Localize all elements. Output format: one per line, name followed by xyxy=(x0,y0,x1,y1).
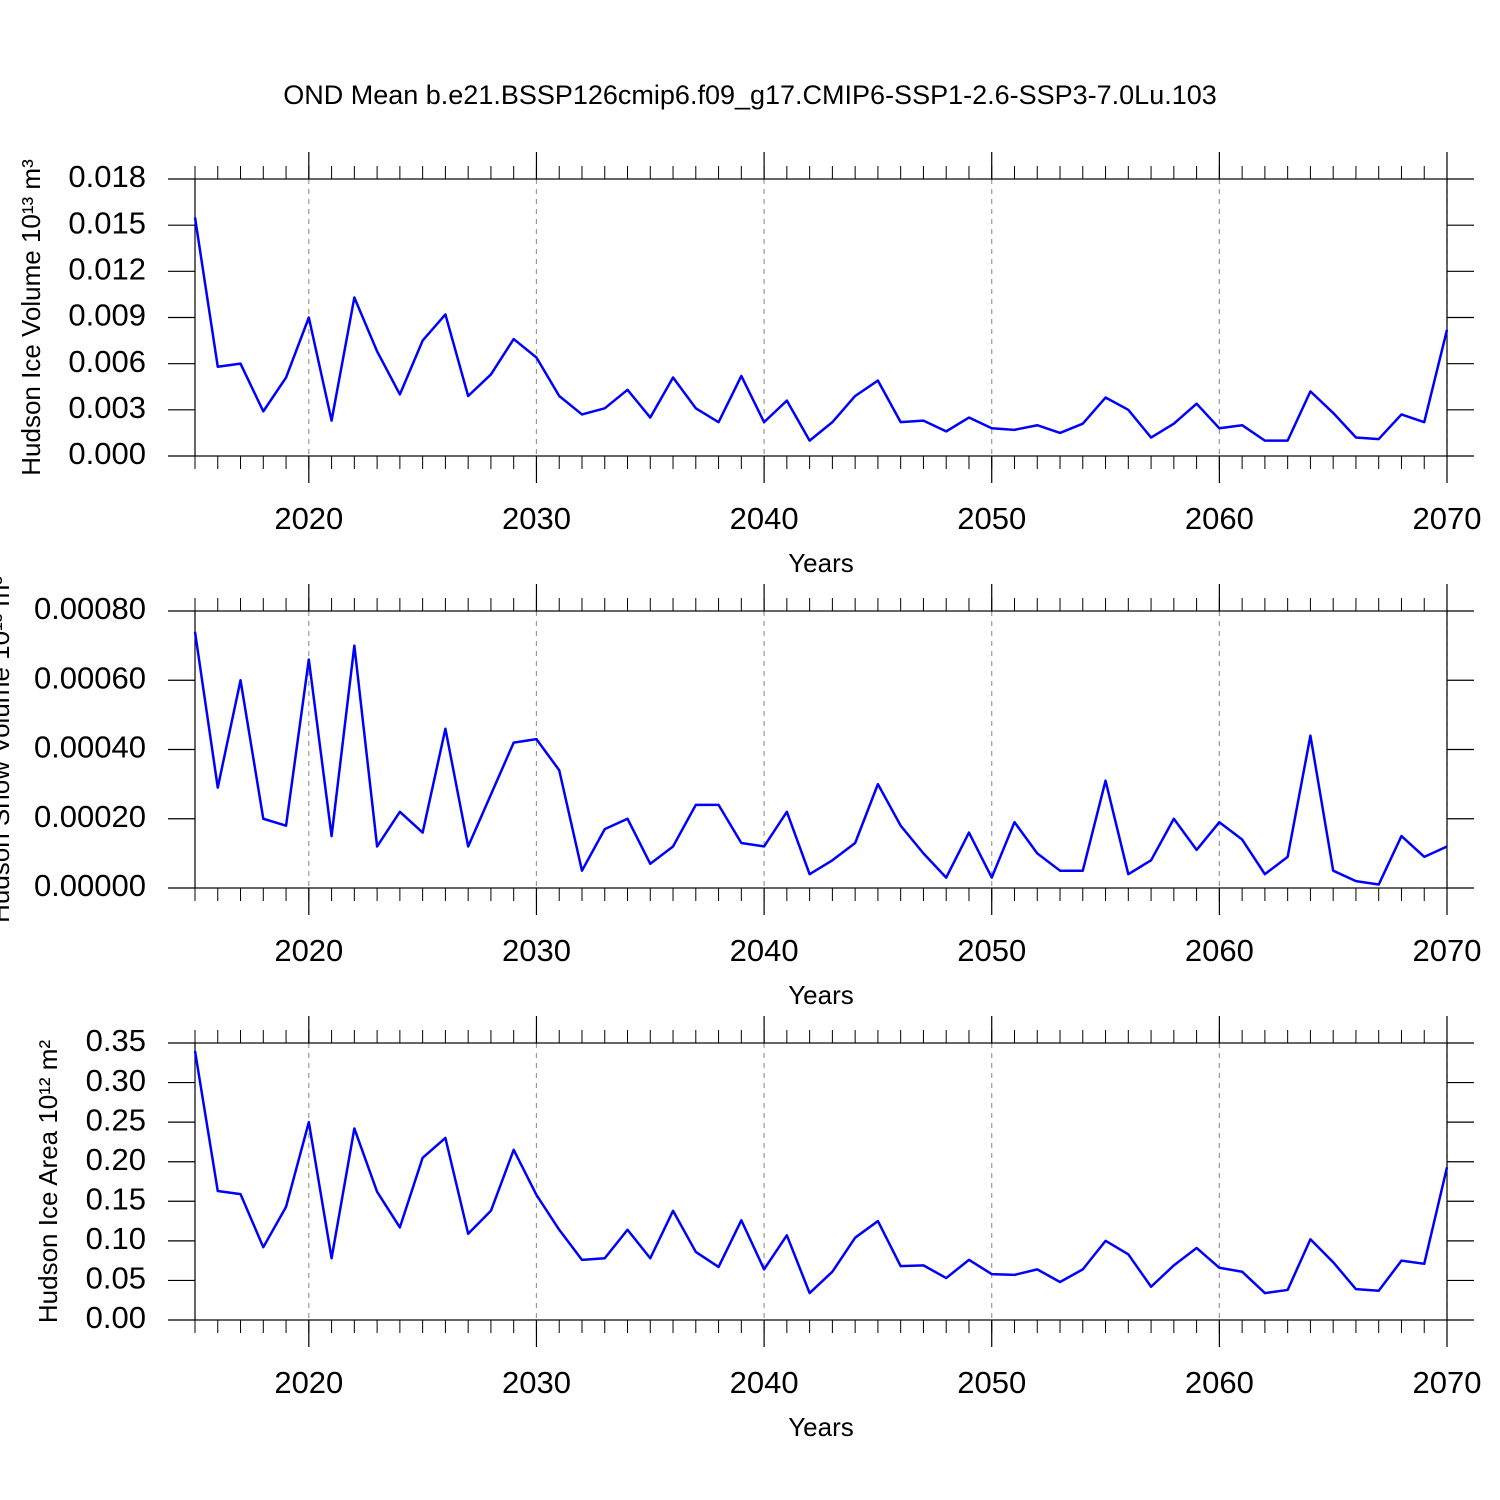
y-axis-label: Hudson Ice Volume 10¹³ m³ xyxy=(16,159,46,476)
x-tick-label: 2020 xyxy=(274,501,343,536)
y-tick-label: 0.006 xyxy=(68,344,146,379)
y-tick-label: 0.15 xyxy=(86,1181,146,1216)
x-tick-label: 2040 xyxy=(730,933,799,968)
x-tick-label: 2050 xyxy=(957,933,1026,968)
x-tick-label: 2070 xyxy=(1413,1365,1482,1400)
x-axis-label: Years xyxy=(788,548,854,578)
x-tick-label: 2060 xyxy=(1185,933,1254,968)
x-tick-label: 2020 xyxy=(274,933,343,968)
y-tick-label: 0.018 xyxy=(68,159,146,194)
y-tick-label: 0.10 xyxy=(86,1221,146,1256)
x-tick-label: 2050 xyxy=(957,501,1026,536)
y-tick-label: 0.00040 xyxy=(34,730,146,765)
y-tick-label: 0.00080 xyxy=(34,591,146,626)
x-tick-label: 2040 xyxy=(730,1365,799,1400)
y-tick-label: 0.015 xyxy=(68,205,146,240)
x-tick-label: 2050 xyxy=(957,1365,1026,1400)
x-tick-label: 2070 xyxy=(1413,933,1482,968)
x-tick-label: 2040 xyxy=(730,501,799,536)
data-line xyxy=(193,631,1448,886)
plot-frame xyxy=(194,178,1448,457)
y-tick-label: 0.20 xyxy=(86,1142,146,1177)
x-axis-label: Years xyxy=(788,1412,854,1442)
data-line xyxy=(193,1050,1449,1295)
y-tick-label: 0.00060 xyxy=(34,660,146,695)
y-axis-label: Hudson Ice Area 10¹² m² xyxy=(33,1040,63,1324)
x-tick-label: 2060 xyxy=(1185,1365,1254,1400)
y-tick-label: 0.000 xyxy=(68,436,146,471)
y-tick-label: 0.00 xyxy=(86,1300,146,1335)
y-tick-label: 0.00000 xyxy=(34,868,146,903)
data-line xyxy=(193,217,1449,442)
y-tick-label: 0.003 xyxy=(68,390,146,425)
y-tick-label: 0.30 xyxy=(86,1063,146,1098)
y-tick-label: 0.05 xyxy=(86,1261,146,1296)
x-tick-label: 2030 xyxy=(502,501,571,536)
y-tick-label: 0.25 xyxy=(86,1102,146,1137)
x-tick-label: 2020 xyxy=(274,1365,343,1400)
plot-frame xyxy=(194,610,1448,889)
x-tick-label: 2060 xyxy=(1185,501,1254,536)
y-tick-label: 0.35 xyxy=(86,1023,146,1058)
y-tick-label: 0.009 xyxy=(68,298,146,333)
x-tick-label: 2030 xyxy=(502,1365,571,1400)
x-tick-label: 2030 xyxy=(502,933,571,968)
y-tick-label: 0.00020 xyxy=(34,799,146,834)
plot-frame xyxy=(194,1042,1448,1321)
x-axis-label: Years xyxy=(788,980,854,1010)
y-tick-label: 0.012 xyxy=(68,252,146,287)
y-axis-label: Hudson Snow Volume 10¹³ m³ xyxy=(0,576,15,923)
chart-title: OND Mean b.e21.BSSP126cmip6.f09_g17.CMIP… xyxy=(283,80,1217,110)
x-tick-label: 2070 xyxy=(1413,501,1482,536)
